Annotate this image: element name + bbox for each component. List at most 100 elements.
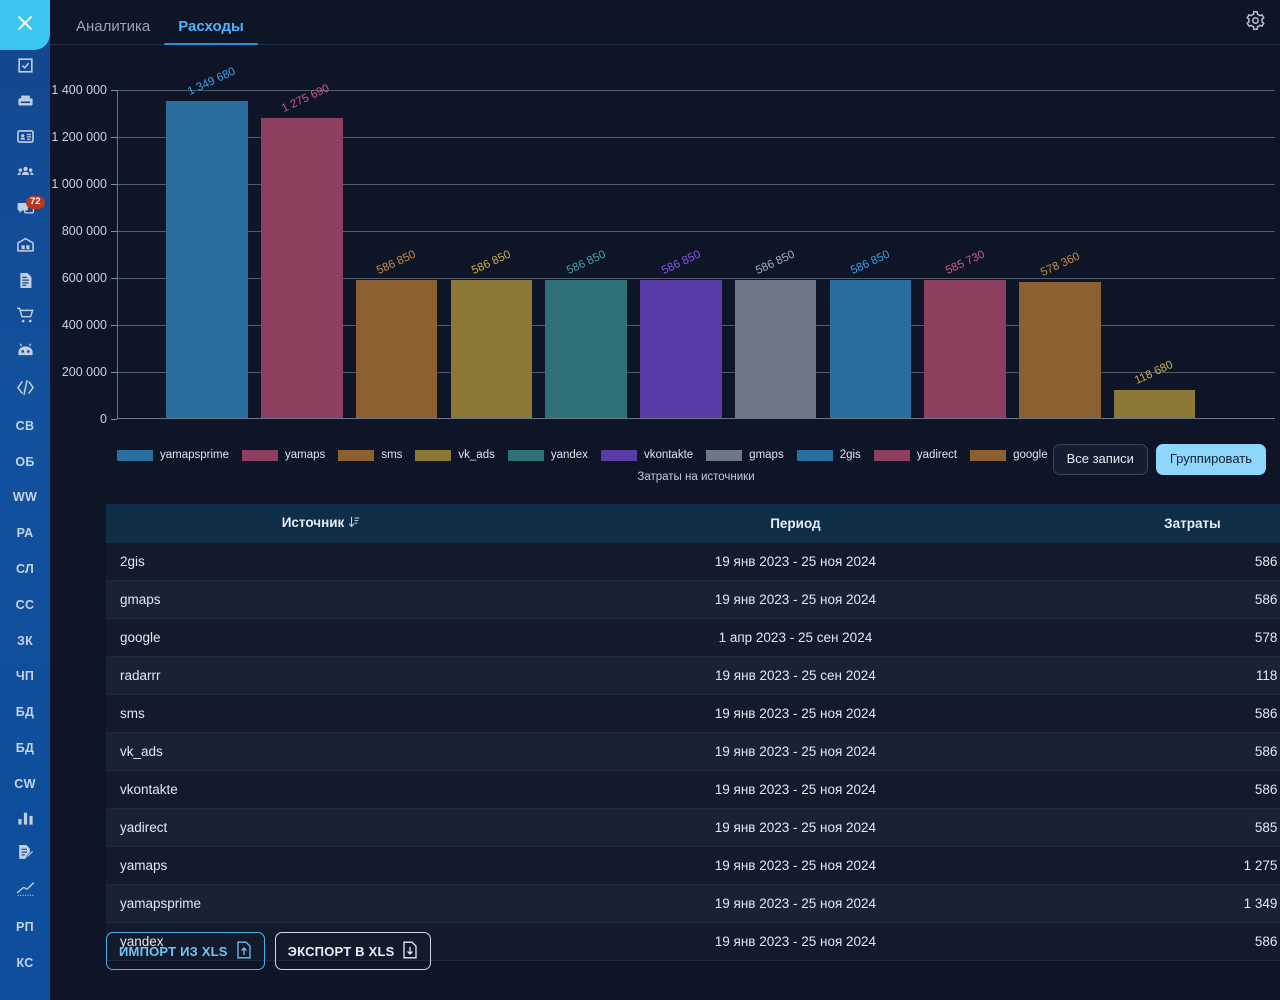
cell-source: yamaps [106, 846, 536, 885]
sidebar-item-bd2[interactable]: БД [0, 730, 50, 766]
notification-badge: 72 [26, 196, 45, 209]
sidebar-item-ww[interactable]: WW [0, 480, 50, 516]
sidebar-item-ra[interactable]: РА [0, 515, 50, 551]
cell-source: sms [106, 694, 536, 733]
bar-chart-icon [16, 808, 35, 832]
sidebar-item-signature[interactable] [0, 873, 50, 909]
gear-icon [1245, 10, 1266, 36]
legend-label: yadirect [916, 449, 958, 461]
sidebar-item-bot[interactable] [0, 336, 50, 372]
settings-button[interactable] [1242, 10, 1268, 36]
sidebar-item-warehouse[interactable] [0, 229, 50, 265]
sidebar-item-documents[interactable] [0, 265, 50, 301]
app-logo-close-button[interactable] [0, 0, 50, 50]
legend-item-vkontakte[interactable]: vkontakte [600, 449, 693, 461]
group-button[interactable]: Группировать [1155, 444, 1266, 475]
tab-analytics[interactable]: Аналитика [76, 18, 151, 35]
legend-item-yamapsprime[interactable]: yamapsprime [117, 449, 229, 461]
legend-swatch [600, 449, 637, 461]
printer-icon [16, 92, 35, 116]
table-row[interactable]: yamapsprime 19 янв 2023 - 25 ноя 2024 1 34… [106, 884, 1280, 923]
sidebar-item-cw[interactable]: CW [0, 766, 50, 802]
sidebar-item-sl[interactable]: СЛ [0, 551, 50, 587]
legend-item-2gis[interactable]: 2gis [796, 449, 861, 461]
chart-bar-radarrr[interactable] [1113, 390, 1196, 418]
sidebar-item-clients[interactable] [0, 157, 50, 193]
chart-bar-yandex[interactable] [545, 280, 627, 418]
expenses-bar-chart: 0 200 000 400 000 600 000 800 000 1 000 000 1 … [50, 45, 1280, 483]
chart-bar-gmaps[interactable] [734, 280, 817, 418]
sidebar-item-code[interactable] [0, 372, 50, 408]
sidebar-item-analytics[interactable] [0, 802, 50, 838]
legend-item-yamaps[interactable]: yamaps [242, 449, 325, 461]
chart-bar-vk_ads[interactable] [450, 280, 533, 418]
sidebar-item-edit-doc[interactable] [0, 838, 50, 874]
chart-bar-value-label: 586 850 [848, 248, 892, 278]
column-header-period[interactable]: Период [536, 504, 1055, 543]
cell-cost: 586 850 ₽ [1054, 694, 1280, 733]
chart-bar-google[interactable] [1019, 282, 1101, 418]
footer-button-bar: ИМПОРТ ИЗ XLS ЭКСПОРТ В XLS [106, 932, 432, 970]
all-records-button[interactable]: Все записи [1052, 444, 1148, 475]
sidebar-item-zk[interactable]: ЗК [0, 623, 50, 659]
sidebar-item-sv[interactable]: СВ [0, 408, 50, 444]
sidebar-item-label: БД [15, 741, 35, 756]
chart-bar-value-label: 1 349 680 [185, 65, 238, 98]
y-axis-tick-label: 400 000 [0, 318, 117, 332]
tab-expenses[interactable]: Расходы [164, 19, 258, 45]
expenses-table: Источник Период Затраты 2gis 19 янв 2023 … [106, 504, 1280, 961]
import-xls-button[interactable]: ИМПОРТ ИЗ XLS [106, 932, 265, 970]
sidebar-item-tasks[interactable] [0, 50, 50, 86]
legend-item-sms[interactable]: sms [338, 449, 402, 461]
chart-bar-value-label: 586 850 [564, 248, 608, 278]
cell-cost: 1 275 690 ₽ [1054, 846, 1280, 885]
export-xls-button[interactable]: ЭКСПОРТ В XLS [274, 932, 432, 970]
legend-swatch [117, 449, 153, 461]
sidebar-item-rp[interactable]: РП [0, 909, 50, 945]
sidebar-item-messages[interactable]: 72 [0, 193, 50, 229]
legend-item-vk_ads[interactable]: vk_ads [415, 449, 495, 461]
sidebar-item-contacts[interactable] [0, 122, 50, 158]
sidebar-item-ss[interactable]: СС [0, 587, 50, 623]
cell-source: gmaps [106, 580, 536, 619]
cell-source: radarrr [106, 656, 536, 695]
sidebar-item-printer[interactable] [0, 86, 50, 122]
legend-label: yamapsprime [160, 449, 230, 461]
sidebar-item-label: ЧП [15, 669, 35, 684]
chart-bar-yamaps[interactable] [261, 118, 343, 418]
chart-bar-yadirect[interactable] [924, 280, 1006, 418]
chart-bar-sms[interactable] [355, 280, 438, 418]
chart-bar-value-label: 1 275 690 [280, 82, 332, 116]
chart-bar-2gis[interactable] [829, 280, 912, 418]
cell-source: yamapsprime [106, 884, 536, 923]
chart-bar-yamapsprime[interactable] [166, 100, 248, 418]
column-header-source[interactable]: Источник [106, 504, 536, 543]
chart-bar-value-label: 586 850 [469, 248, 513, 278]
sidebar-item-bd1[interactable]: БД [0, 694, 50, 730]
legend-item-gmaps[interactable]: gmaps [706, 449, 784, 461]
sidebar-item-ks[interactable]: КС [0, 945, 50, 981]
sort-descending-icon[interactable] [348, 516, 360, 532]
sidebar-item-ob[interactable]: ОБ [0, 444, 50, 480]
sidebar: 72 СВ ОБ WW РА СЛ СС ЗК ЧП БД БД CW РП КС [0, 0, 50, 1000]
legend-item-yandex[interactable]: yandex [507, 449, 588, 461]
sidebar-item-chp[interactable]: ЧП [0, 659, 50, 695]
chart-bar-vkontakte[interactable] [640, 280, 722, 418]
legend-item-yadirect[interactable]: yadirect [873, 449, 958, 461]
cell-period: 1 апр 2023 - 25 сен 2024 [536, 618, 1055, 657]
column-header-cost[interactable]: Затраты [1054, 504, 1280, 543]
legend-label: yamaps [285, 449, 326, 461]
legend-item-google[interactable]: google [970, 449, 1048, 461]
sidebar-item-orders[interactable] [0, 301, 50, 337]
y-axis-tick-label: 0 [0, 412, 117, 426]
